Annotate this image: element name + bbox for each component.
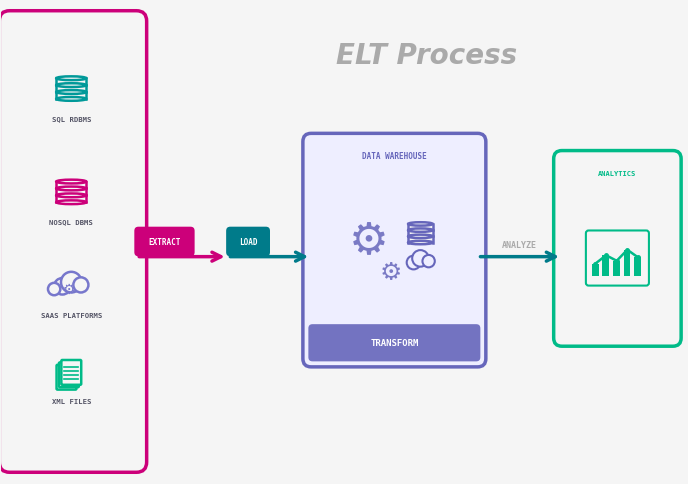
- Ellipse shape: [56, 98, 87, 102]
- FancyBboxPatch shape: [634, 258, 641, 276]
- FancyBboxPatch shape: [592, 264, 599, 276]
- Ellipse shape: [56, 77, 87, 81]
- FancyBboxPatch shape: [56, 79, 87, 86]
- Circle shape: [54, 278, 71, 295]
- Text: LOAD: LOAD: [239, 238, 257, 246]
- FancyBboxPatch shape: [308, 324, 480, 362]
- FancyBboxPatch shape: [226, 227, 270, 257]
- Ellipse shape: [408, 235, 433, 239]
- Ellipse shape: [56, 84, 87, 88]
- Circle shape: [61, 272, 82, 293]
- FancyBboxPatch shape: [56, 189, 87, 196]
- FancyBboxPatch shape: [56, 196, 87, 203]
- Text: EXTRACT: EXTRACT: [149, 238, 181, 246]
- Circle shape: [74, 278, 89, 293]
- Text: ⚙: ⚙: [380, 260, 402, 285]
- Text: ANALYZE: ANALYZE: [502, 240, 537, 249]
- Ellipse shape: [408, 242, 433, 245]
- Text: ⚙: ⚙: [348, 219, 388, 262]
- FancyBboxPatch shape: [602, 256, 609, 276]
- FancyBboxPatch shape: [59, 363, 79, 387]
- FancyBboxPatch shape: [56, 182, 87, 189]
- Ellipse shape: [408, 223, 433, 226]
- FancyBboxPatch shape: [303, 134, 486, 367]
- Text: XML FILES: XML FILES: [52, 398, 91, 404]
- FancyBboxPatch shape: [56, 86, 87, 93]
- Text: SAAS PLATFORMS: SAAS PLATFORMS: [41, 312, 102, 318]
- FancyBboxPatch shape: [408, 237, 433, 243]
- FancyBboxPatch shape: [623, 250, 630, 276]
- Ellipse shape: [56, 91, 87, 95]
- FancyBboxPatch shape: [613, 261, 620, 276]
- FancyBboxPatch shape: [586, 231, 649, 286]
- FancyBboxPatch shape: [56, 93, 87, 100]
- Ellipse shape: [56, 181, 87, 184]
- Text: SQL RDBMS: SQL RDBMS: [52, 116, 91, 122]
- Circle shape: [412, 251, 429, 267]
- Ellipse shape: [56, 187, 87, 191]
- Circle shape: [422, 256, 435, 268]
- Text: DATA WAREHOUSE: DATA WAREHOUSE: [362, 151, 427, 161]
- Ellipse shape: [56, 194, 87, 198]
- FancyBboxPatch shape: [408, 231, 433, 237]
- Circle shape: [48, 283, 61, 296]
- FancyBboxPatch shape: [56, 365, 76, 390]
- Circle shape: [407, 256, 420, 270]
- Text: ANALYTICS: ANALYTICS: [599, 170, 636, 176]
- Text: NOSQL DBMS: NOSQL DBMS: [50, 219, 93, 225]
- Text: ⚙: ⚙: [63, 283, 75, 296]
- FancyBboxPatch shape: [554, 151, 681, 347]
- FancyBboxPatch shape: [134, 227, 195, 257]
- Text: TRANSFORM: TRANSFORM: [370, 339, 418, 348]
- FancyBboxPatch shape: [61, 360, 81, 385]
- Ellipse shape: [56, 201, 87, 205]
- FancyBboxPatch shape: [408, 225, 433, 231]
- Text: ELT Process: ELT Process: [336, 43, 517, 70]
- Ellipse shape: [408, 229, 433, 232]
